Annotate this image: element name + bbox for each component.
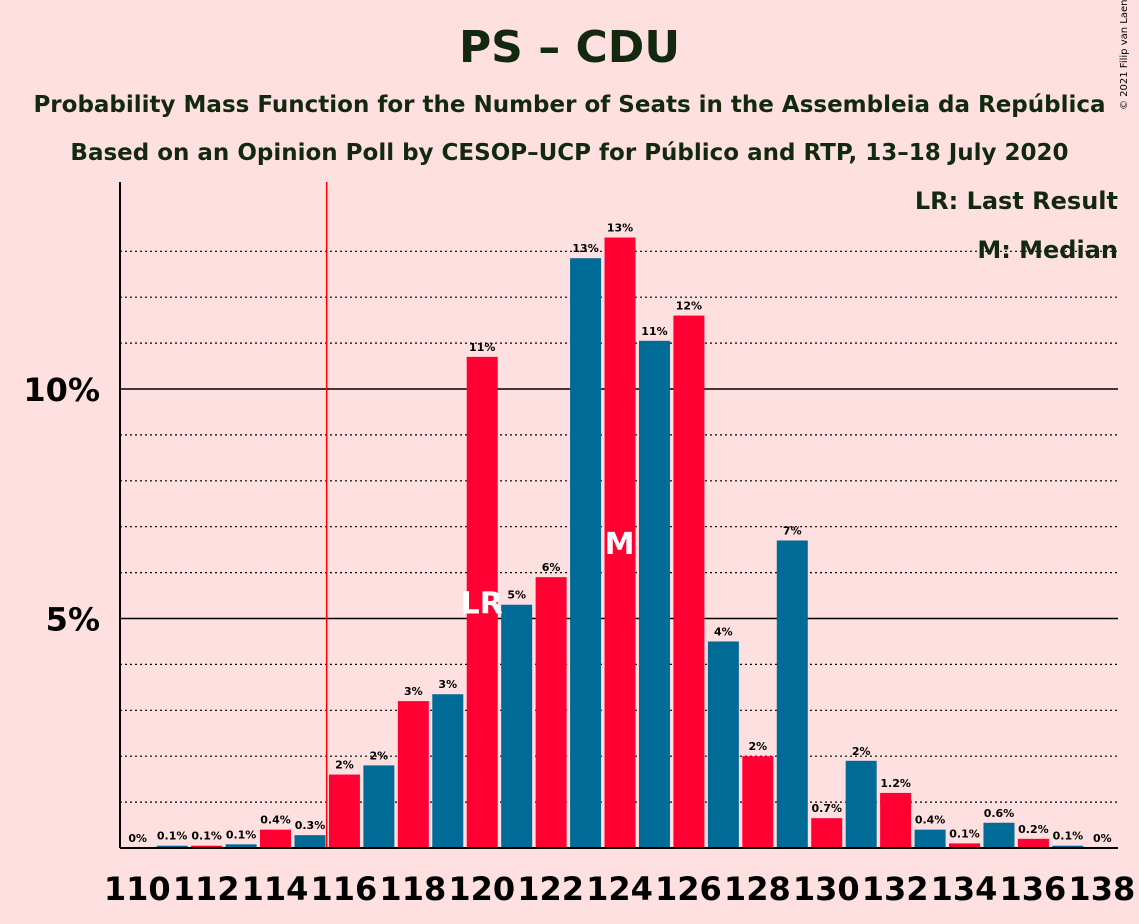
bar-value-label: 2%	[852, 745, 871, 758]
x-tick-label: 132	[862, 870, 929, 908]
x-tick-label: 136	[1000, 870, 1067, 908]
bar-value-label: 0.4%	[915, 814, 946, 827]
bar-seat-128	[742, 756, 774, 848]
bar-value-label: 0.4%	[260, 814, 291, 827]
bar-value-label: 13%	[572, 242, 598, 255]
legend-last-result: LR: Last Result	[915, 187, 1118, 215]
bar-value-label: 0.6%	[984, 807, 1015, 820]
x-tick-label: 122	[517, 870, 584, 908]
bar-seat-123	[570, 258, 602, 848]
bar-value-label: 7%	[783, 524, 802, 537]
x-tick-label: 116	[311, 870, 378, 908]
bar-value-label: 2%	[370, 749, 389, 762]
bar-seat-135	[983, 822, 1015, 848]
bar-value-label: 12%	[676, 300, 702, 313]
bar-seat-125	[638, 340, 670, 848]
x-tick-label: 120	[448, 870, 515, 908]
bar-value-label: 0.1%	[191, 830, 222, 843]
bar-seat-113	[225, 844, 257, 848]
bar-value-label: 1.2%	[880, 777, 911, 790]
bar-seat-129	[776, 540, 808, 848]
bar-seat-124	[604, 237, 636, 848]
bar-seat-134	[949, 843, 981, 848]
bar-value-label: 6%	[542, 561, 561, 574]
x-tick-label: 110	[104, 870, 171, 908]
chart-subtitle-1: Probability Mass Function for the Number…	[33, 92, 1106, 118]
x-tick-label: 130	[793, 870, 860, 908]
bar-seat-115	[294, 835, 326, 848]
bar-value-label: 0.2%	[1018, 823, 1049, 836]
bar-seat-111	[156, 845, 188, 848]
y-tick-label: 5%	[46, 601, 100, 639]
bar-seat-133	[914, 829, 946, 848]
x-tick-label: 126	[655, 870, 722, 908]
bar-value-label: 0.1%	[949, 827, 980, 840]
bar-value-label: 11%	[469, 341, 495, 354]
bar-value-label: 0.1%	[1053, 830, 1084, 843]
y-tick-label: 10%	[23, 371, 100, 409]
x-tick-label: 124	[586, 870, 653, 908]
bar-seat-130	[811, 818, 843, 848]
bar-seat-112	[191, 845, 223, 848]
bar-seat-118	[397, 701, 429, 848]
bar-seat-137	[1052, 845, 1084, 848]
bar-value-label: 5%	[507, 589, 526, 602]
axes: 5%10%110 112 114 116 118 120 122 124 126 128 130 13…	[23, 182, 1135, 908]
x-tick-label: 118	[379, 870, 446, 908]
chart-title: PS – CDU	[458, 22, 681, 73]
x-tick-label: 112	[173, 870, 240, 908]
bar-value-label: 0.1%	[157, 830, 188, 843]
legend-median: M: Median	[977, 236, 1118, 264]
bar-value-label: 0.7%	[811, 802, 842, 815]
bar-seat-120	[466, 356, 498, 848]
gridlines	[120, 250, 1118, 803]
x-tick-label: 128	[724, 870, 791, 908]
bar-value-label: 0.3%	[295, 819, 326, 832]
x-tick-label: 134	[931, 870, 998, 908]
bars: 0% 0.1% 0.1% 0.1%0.4% 0.3%2%2%3%3%11%5%6%13%…	[128, 222, 1112, 848]
bar-seat-136	[1017, 838, 1049, 848]
x-tick-label: 138	[1068, 870, 1135, 908]
bar-seat-132	[880, 792, 912, 848]
bar-seat-121	[501, 604, 533, 848]
bar-value-label: 3%	[404, 685, 423, 698]
bar-seat-122	[535, 577, 567, 848]
bar-value-label: 4%	[714, 625, 733, 638]
bar-value-label: 13%	[607, 222, 633, 235]
bar-value-label: 0%	[1093, 832, 1112, 845]
bar-value-label: 11%	[641, 325, 667, 338]
bar-value-label: 2%	[748, 740, 767, 753]
bar-value-label: 0%	[128, 832, 147, 845]
chart-subtitle-2: Based on an Opinion Poll by CESOP–UCP fo…	[70, 140, 1069, 166]
last-result-marker: LR	[461, 586, 503, 621]
bar-value-label: 3%	[438, 678, 457, 691]
bar-seat-131	[845, 760, 877, 848]
bar-seat-119	[432, 694, 464, 848]
bar-seat-126	[673, 315, 705, 848]
bar-seat-117	[363, 765, 395, 848]
bar-value-label: 2%	[335, 759, 354, 772]
bar-seat-116	[328, 774, 360, 848]
bar-seat-127	[707, 641, 739, 848]
bar-value-label: 0.1%	[226, 828, 257, 841]
x-tick-label: 114	[242, 870, 309, 908]
bar-seat-114	[260, 829, 292, 848]
median-marker: M	[605, 527, 635, 562]
